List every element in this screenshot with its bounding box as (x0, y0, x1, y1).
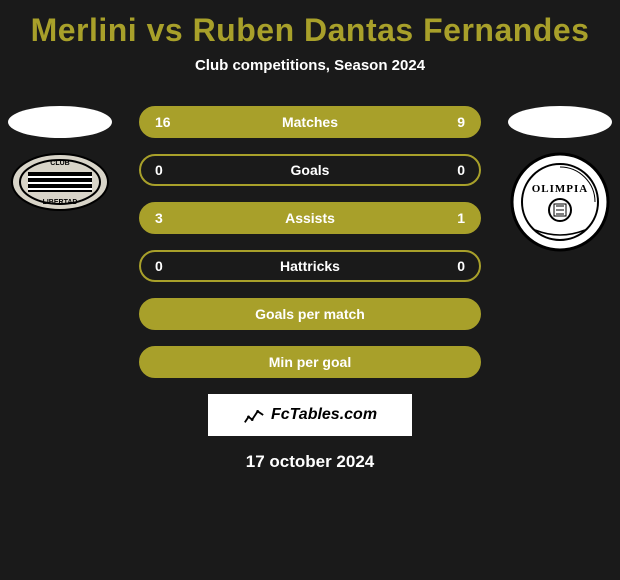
stat-row: 16 Matches 9 (139, 106, 481, 138)
footer-date: 17 october 2024 (0, 452, 620, 472)
stat-label: Hattricks (280, 258, 340, 274)
stat-label: Goals (291, 162, 330, 178)
left-country-badge (8, 106, 112, 138)
stat-value-right: 0 (457, 258, 465, 274)
right-country-badge (508, 106, 612, 138)
svg-text:LIBERTAD: LIBERTAD (43, 199, 78, 206)
libertad-logo-icon: CLUB LIBERTAD (10, 152, 110, 212)
stat-value-right: 1 (457, 210, 465, 226)
stat-row: 3 Assists 1 (139, 202, 481, 234)
stat-row: 0 Hattricks 0 (139, 250, 481, 282)
brand-badge: FcTables.com (208, 394, 412, 436)
left-player-column: CLUB LIBERTAD (0, 106, 120, 212)
stat-label: Matches (282, 114, 338, 130)
stat-row: 0 Goals 0 (139, 154, 481, 186)
stat-label: Assists (285, 210, 335, 226)
page-title: Merlini vs Ruben Dantas Fernandes (0, 0, 620, 49)
stat-value-right: 0 (457, 162, 465, 178)
stats-list: 16 Matches 9 0 Goals 0 3 Assists 1 0 Hattricks 0 Goa… (139, 106, 481, 378)
left-club-badge: CLUB LIBERTAD (10, 152, 110, 212)
stat-row: Goals per match (139, 298, 481, 330)
chart-icon (243, 404, 265, 426)
stat-value-right: 9 (457, 114, 465, 130)
stat-value-left: 3 (155, 210, 163, 226)
svg-text:CLUB: CLUB (50, 160, 69, 167)
right-club-badge: OLIMPIA (510, 152, 610, 252)
svg-text:OLIMPIA: OLIMPIA (532, 183, 589, 195)
stat-value-left: 0 (155, 162, 163, 178)
stat-row: Min per goal (139, 346, 481, 378)
brand-text: FcTables.com (271, 406, 377, 424)
comparison-panel: CLUB LIBERTAD OLIMPIA 16 Matches 9 0 Goals 0 3… (0, 106, 620, 378)
stat-value-left: 0 (155, 258, 163, 274)
olimpia-logo-icon: OLIMPIA (510, 152, 610, 252)
stat-label: Min per goal (269, 354, 351, 370)
stat-value-left: 16 (155, 114, 171, 130)
stat-label: Goals per match (255, 306, 365, 322)
right-player-column: OLIMPIA (500, 106, 620, 252)
subtitle: Club competitions, Season 2024 (0, 57, 620, 74)
